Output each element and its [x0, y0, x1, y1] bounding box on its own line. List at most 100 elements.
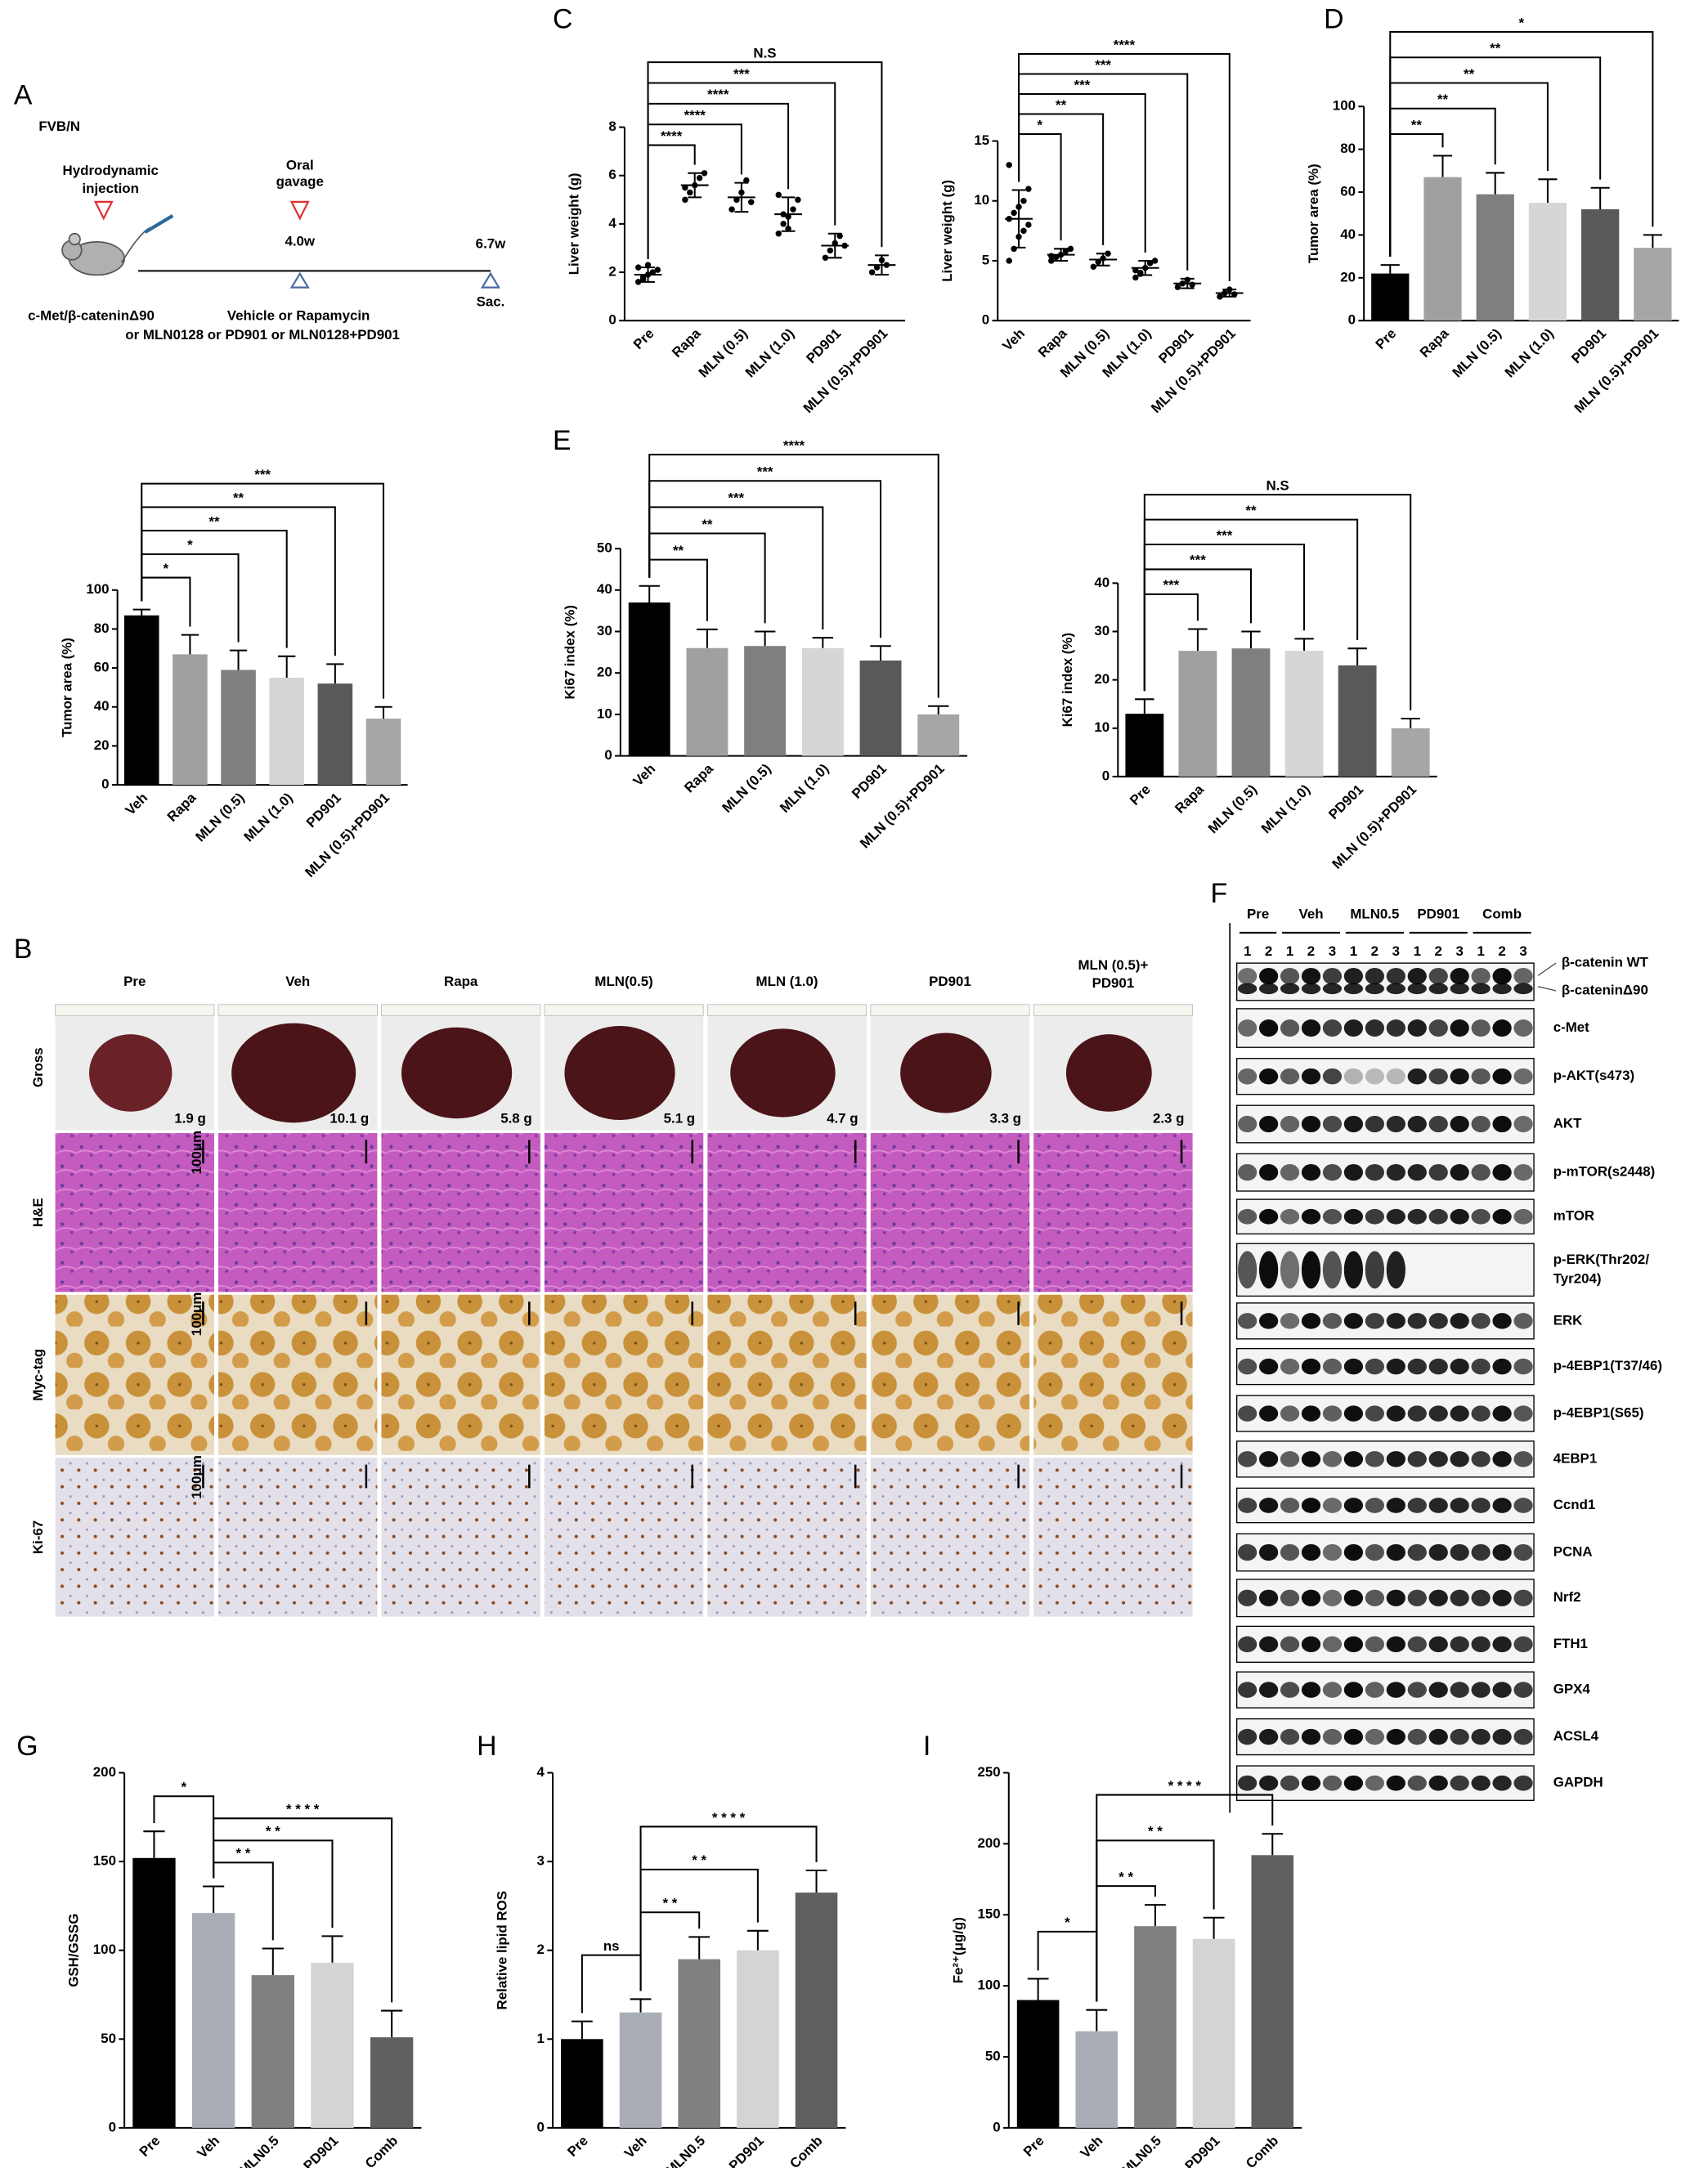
significance-label: N.S	[753, 45, 776, 60]
protein-label: p-AKT(s473)	[1553, 1068, 1634, 1083]
band	[1513, 983, 1533, 995]
liver-weight: 4.7 g	[827, 1111, 858, 1127]
data-point	[1025, 186, 1032, 192]
band	[1407, 1682, 1427, 1698]
band	[1258, 1358, 1279, 1375]
y-tick-label: 40	[1094, 575, 1110, 590]
injection-label: Hydrodynamic	[63, 163, 159, 178]
group-label: Veh	[1298, 906, 1323, 921]
band	[1492, 1019, 1512, 1037]
group-label: Pre	[1247, 906, 1269, 921]
band	[1301, 1728, 1321, 1745]
band	[1386, 1498, 1405, 1513]
panel-label: D	[1324, 3, 1343, 34]
x-tick-label: MLN (0.5)	[720, 761, 774, 816]
micrograph	[1033, 1294, 1193, 1455]
band	[1238, 1728, 1257, 1745]
ruler	[706, 1004, 867, 1016]
band	[1301, 1589, 1321, 1606]
band	[1343, 1775, 1364, 1791]
y-tick-label: 5	[982, 252, 989, 267]
band	[1238, 1775, 1257, 1791]
band	[1450, 1313, 1469, 1329]
significance-bracket	[1018, 133, 1062, 241]
band	[1301, 1251, 1321, 1289]
band	[1258, 1728, 1279, 1745]
liver-weight: 2.3 g	[1153, 1111, 1185, 1127]
protein-label: p-mTOR(s2448)	[1553, 1164, 1656, 1180]
band	[1365, 1543, 1385, 1561]
band	[1238, 1251, 1257, 1289]
x-tick-label: Veh	[195, 2133, 223, 2161]
band	[1492, 1068, 1512, 1085]
data-point	[775, 191, 782, 199]
data-point	[634, 279, 642, 285]
lane-number: 3	[1455, 943, 1463, 959]
bar	[744, 646, 787, 756]
ruler	[55, 1004, 215, 1016]
bar	[737, 1950, 779, 2128]
band	[1407, 1208, 1427, 1225]
data-point	[775, 231, 782, 237]
band	[1513, 1498, 1533, 1513]
micrograph	[544, 1132, 704, 1292]
significance-bracket	[647, 61, 883, 259]
data-point	[743, 177, 750, 184]
significance-bracket	[1096, 1794, 1274, 2002]
data-point	[1217, 293, 1223, 300]
band	[1407, 1115, 1427, 1133]
band	[1386, 983, 1405, 995]
band	[1280, 1636, 1300, 1653]
band	[1428, 1313, 1448, 1329]
band	[1365, 968, 1385, 985]
lane-number: 1	[1286, 943, 1293, 959]
band	[1280, 1313, 1300, 1329]
band	[1450, 1115, 1469, 1133]
band	[1280, 1251, 1300, 1289]
micrograph	[218, 1458, 378, 1617]
y-tick-label: 3	[537, 1853, 545, 1869]
significance-bracket	[647, 102, 790, 259]
band	[1238, 1164, 1257, 1181]
band	[1258, 1636, 1279, 1653]
scale-label: 100μm	[189, 1131, 204, 1175]
significance-label: * *	[1148, 1824, 1163, 1839]
bar	[311, 1962, 354, 2128]
bar	[1192, 1938, 1235, 2128]
bar	[132, 1857, 176, 2128]
significance-label: **	[1437, 92, 1449, 107]
significance-label: **	[208, 513, 220, 529]
band	[1280, 1019, 1300, 1037]
bar	[221, 670, 256, 786]
band	[1365, 1313, 1385, 1329]
data-point	[790, 206, 796, 213]
significance-bracket	[581, 1954, 642, 2013]
band	[1428, 1543, 1448, 1561]
band	[1450, 1682, 1469, 1698]
band	[1450, 968, 1469, 985]
band	[1343, 1451, 1364, 1467]
band	[1238, 1115, 1257, 1133]
protein-label: p-ERK(Thr202/	[1553, 1252, 1650, 1267]
lane-number: 2	[1371, 943, 1379, 959]
band	[1386, 1068, 1405, 1085]
x-tick-label: Rapa	[669, 325, 704, 361]
protein-label: PCNA	[1553, 1543, 1593, 1559]
protein-label: GAPDH	[1553, 1775, 1603, 1790]
liver	[564, 1026, 675, 1120]
band	[1492, 1313, 1512, 1329]
strain: FVB/N	[38, 119, 80, 134]
band	[1322, 1775, 1343, 1791]
band	[1513, 1115, 1533, 1133]
band	[1258, 1405, 1279, 1422]
band	[1365, 1115, 1385, 1133]
x-tick-label: MLN (0.5)	[192, 790, 247, 844]
column-header: PD901	[1092, 975, 1135, 991]
band	[1322, 1208, 1343, 1225]
y-tick-label: 4	[608, 215, 616, 231]
band	[1343, 1589, 1364, 1606]
lane-number: 2	[1265, 943, 1272, 959]
band	[1428, 1068, 1448, 1085]
bar	[1581, 208, 1620, 321]
y-tick-label: 50	[101, 2031, 116, 2046]
